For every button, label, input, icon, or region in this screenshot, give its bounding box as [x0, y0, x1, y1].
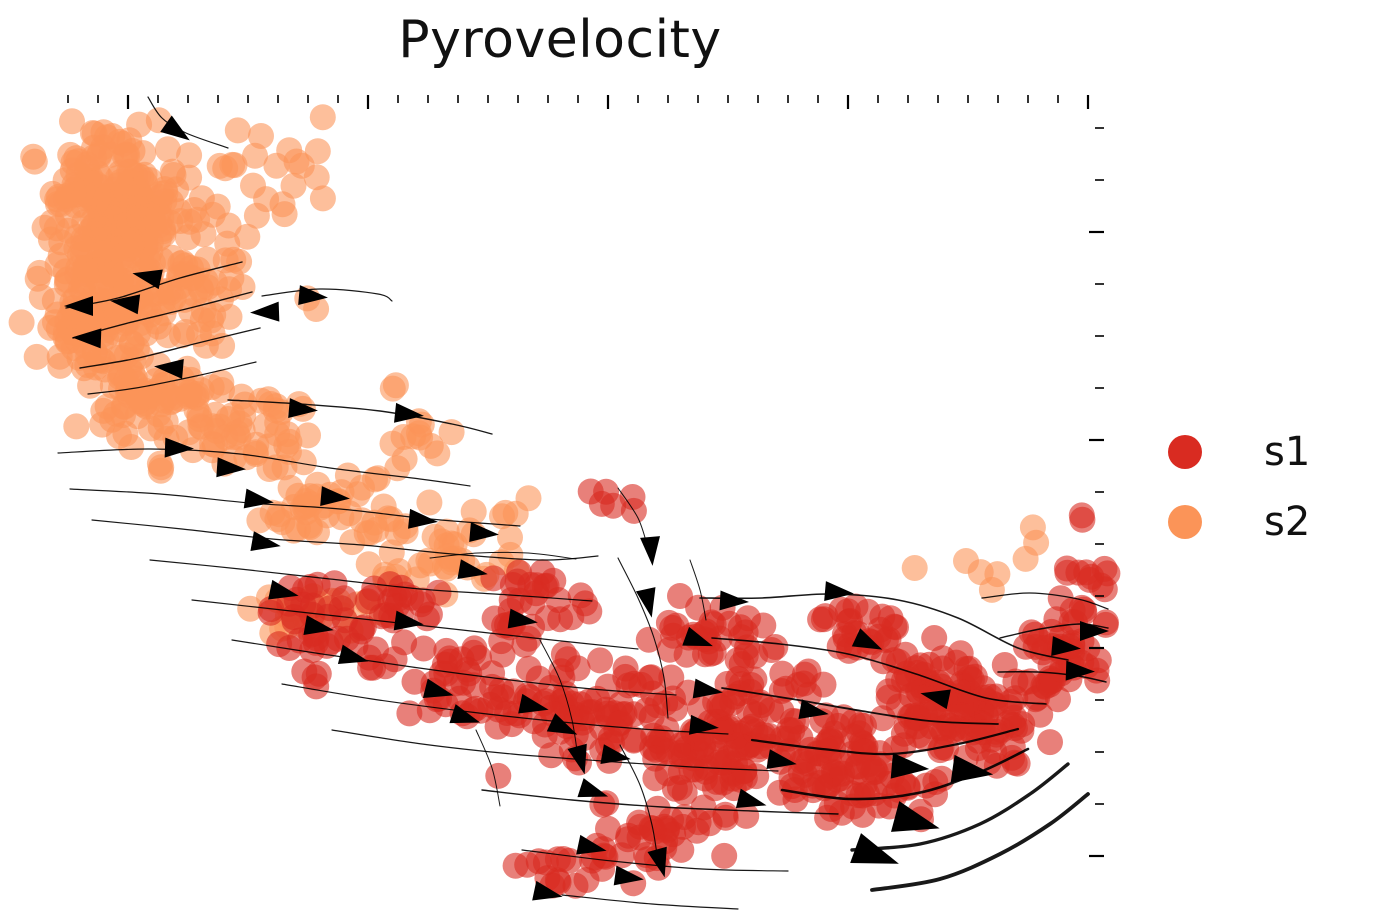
legend-label-s1: s1 [1264, 429, 1311, 475]
legend-item-s2: s2 [1168, 498, 1310, 546]
legend-swatch-s2 [1168, 505, 1202, 539]
legend-label-s2: s2 [1264, 499, 1311, 545]
legend-swatch-s1 [1168, 435, 1202, 469]
legend-item-s1: s1 [1168, 428, 1310, 476]
legend: s1 s2 [1168, 428, 1310, 546]
chart-title: Pyrovelocity [398, 10, 722, 70]
